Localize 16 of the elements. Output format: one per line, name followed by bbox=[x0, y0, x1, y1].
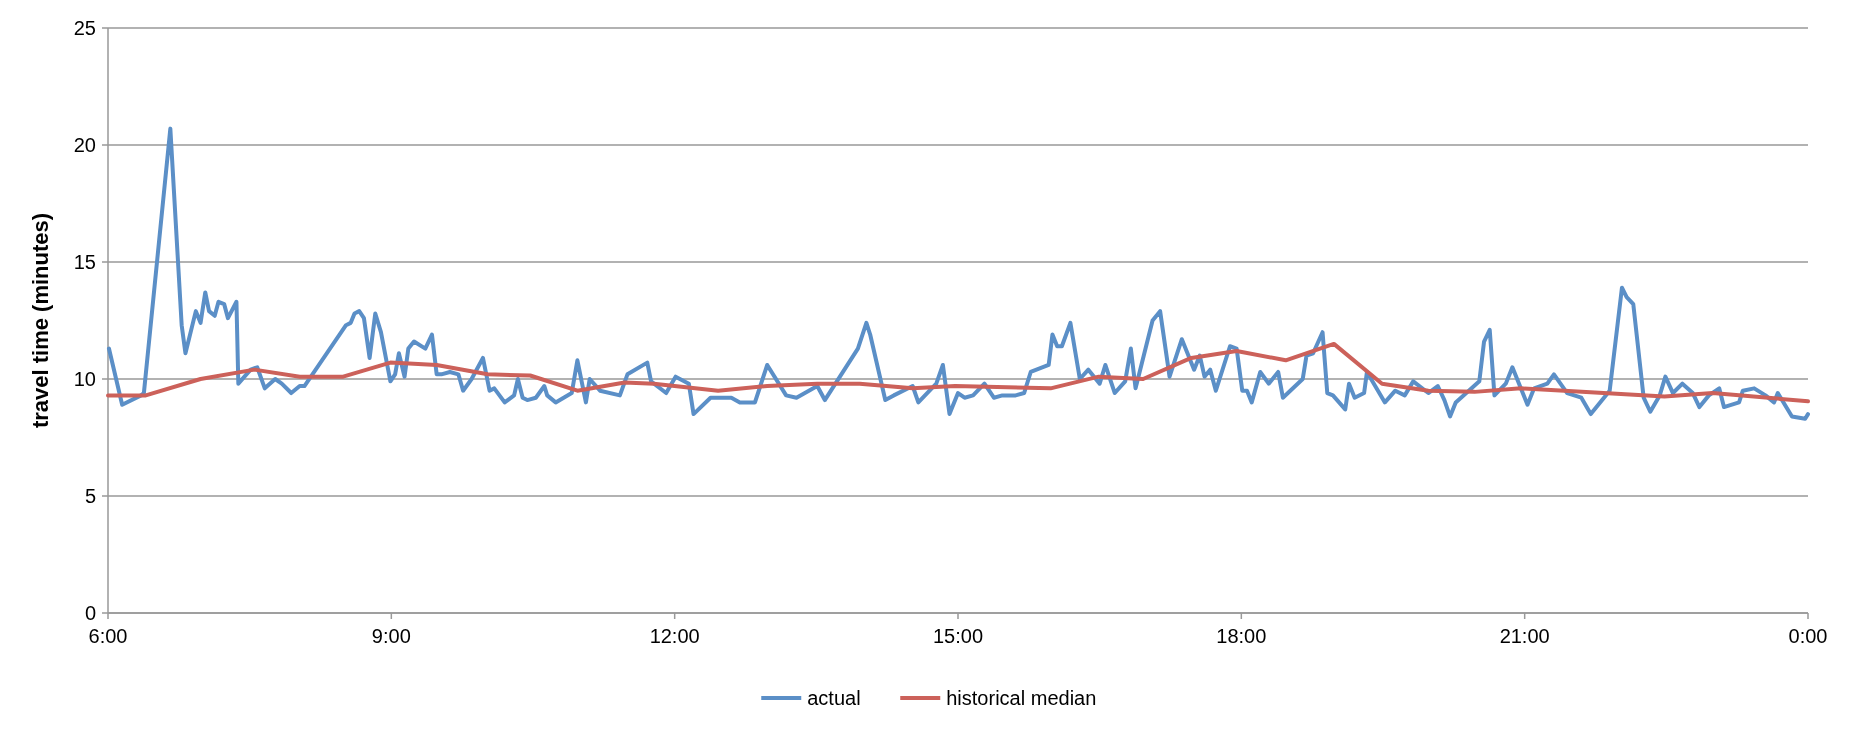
x-tick-label: 18:00 bbox=[1216, 625, 1267, 647]
y-tick-label: 20 bbox=[73, 134, 96, 156]
x-tick-label: 21:00 bbox=[1499, 625, 1550, 647]
x-tick-label: 15:00 bbox=[932, 625, 984, 647]
legend-label: actual bbox=[807, 687, 861, 709]
x-tick-label: 6:00 bbox=[88, 625, 128, 647]
y-tick-label: 5 bbox=[84, 485, 96, 507]
legend-label: historical median bbox=[946, 687, 1097, 709]
y-axis-title: travel time (minutes) bbox=[28, 212, 53, 429]
y-tick-label: 0 bbox=[84, 602, 96, 624]
x-tick-label: 9:00 bbox=[371, 625, 411, 647]
x-tick-label: 12:00 bbox=[649, 625, 700, 647]
x-tick-label: 0:00 bbox=[1788, 625, 1828, 647]
y-tick-label: 15 bbox=[73, 251, 96, 273]
y-tick-label: 10 bbox=[73, 368, 96, 390]
y-tick-label: 25 bbox=[73, 17, 96, 39]
